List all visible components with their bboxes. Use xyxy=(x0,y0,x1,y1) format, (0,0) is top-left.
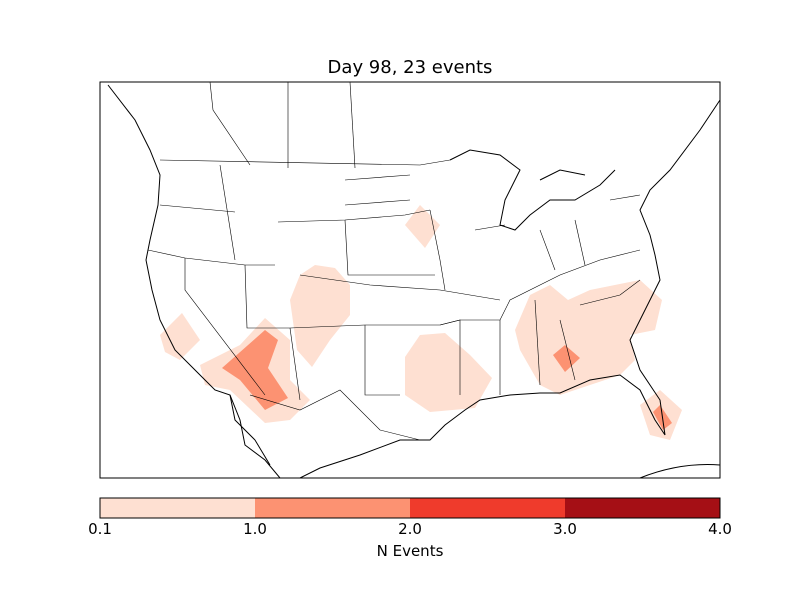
colorbar-tick: 0.1 xyxy=(88,520,112,538)
colorbar-label: N Events xyxy=(376,542,444,560)
colorbar-tick: 2.0 xyxy=(398,520,422,538)
colorbar-segment xyxy=(565,498,720,518)
colorbar-segment xyxy=(410,498,565,518)
map-title: Day 98, 23 events xyxy=(327,57,493,78)
event-areas xyxy=(160,205,682,440)
colorbar-segment xyxy=(100,498,255,518)
map-area xyxy=(107,82,720,478)
state-borders xyxy=(147,82,641,441)
colorbar-tick: 4.0 xyxy=(708,520,732,538)
event-area xyxy=(222,330,288,410)
colorbar-tick: 3.0 xyxy=(553,520,577,538)
event-area xyxy=(290,265,350,367)
colorbar-frame xyxy=(99,497,721,519)
event-area xyxy=(405,333,492,412)
colorbar-segment xyxy=(255,498,410,518)
map-frame xyxy=(99,81,721,479)
colorbar xyxy=(100,498,720,518)
colorbar-tick: 1.0 xyxy=(243,520,267,538)
event-area xyxy=(160,313,200,360)
coastline xyxy=(107,84,720,478)
event-area xyxy=(515,280,662,395)
event-area xyxy=(405,205,440,248)
event-area xyxy=(553,345,580,372)
